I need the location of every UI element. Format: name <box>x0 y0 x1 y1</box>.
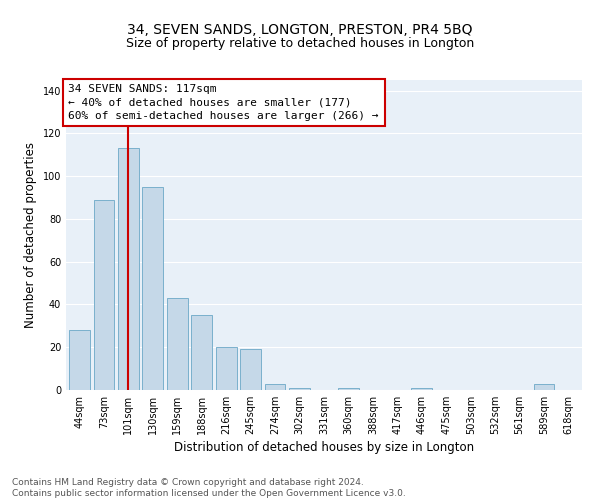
Bar <box>69 330 90 390</box>
Text: 34 SEVEN SANDS: 117sqm
← 40% of detached houses are smaller (177)
60% of semi-de: 34 SEVEN SANDS: 117sqm ← 40% of detached… <box>68 84 379 120</box>
Bar <box>338 388 359 390</box>
Bar <box>118 148 139 390</box>
Bar <box>167 298 188 390</box>
Bar <box>240 350 261 390</box>
Bar <box>534 384 554 390</box>
Bar <box>265 384 286 390</box>
Bar <box>142 187 163 390</box>
Bar <box>191 315 212 390</box>
Text: Contains HM Land Registry data © Crown copyright and database right 2024.
Contai: Contains HM Land Registry data © Crown c… <box>12 478 406 498</box>
Bar <box>216 347 236 390</box>
Text: Size of property relative to detached houses in Longton: Size of property relative to detached ho… <box>126 38 474 51</box>
Bar <box>289 388 310 390</box>
Y-axis label: Number of detached properties: Number of detached properties <box>24 142 37 328</box>
Text: 34, SEVEN SANDS, LONGTON, PRESTON, PR4 5BQ: 34, SEVEN SANDS, LONGTON, PRESTON, PR4 5… <box>127 22 473 36</box>
Bar <box>412 388 432 390</box>
Bar <box>94 200 114 390</box>
X-axis label: Distribution of detached houses by size in Longton: Distribution of detached houses by size … <box>174 441 474 454</box>
